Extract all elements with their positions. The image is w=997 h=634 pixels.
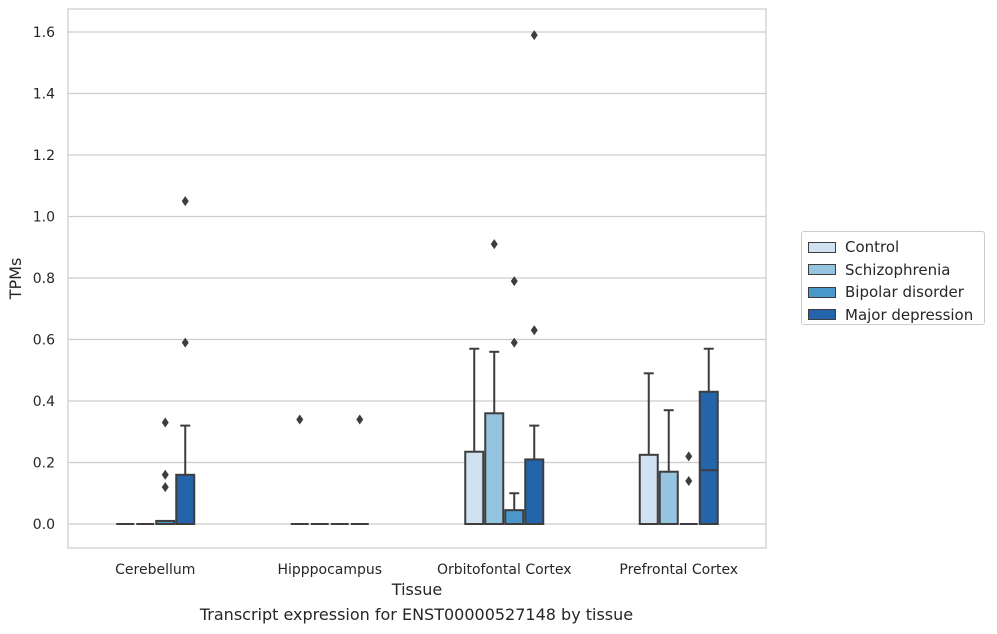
box-iqr [698, 390, 719, 525]
box-bipolar-disorder [679, 451, 698, 525]
x-tick-label: Cerebellum [115, 562, 195, 578]
y-tick-label: 1.2 [33, 148, 55, 164]
box-control [464, 347, 485, 525]
plot-frame [67, 8, 767, 549]
y-tick-labels: 0.0 0.2 0.4 0.6 0.8 1.0 1.2 1.4 1.6 [33, 25, 55, 533]
y-tick-label: 1.6 [33, 25, 55, 41]
outlier-point [685, 451, 693, 462]
outlier-point [685, 475, 693, 486]
box-iqr [658, 470, 679, 526]
y-tick-label: 0.8 [33, 271, 55, 287]
y-tick-label: 1.0 [33, 210, 55, 226]
outlier-point [296, 414, 304, 425]
outlier-point [510, 276, 518, 287]
legend-item: Schizophrenia [808, 259, 984, 282]
outlier-point [530, 30, 538, 41]
y-tick-label: 1.4 [33, 87, 55, 103]
x-tick-label: Orbitofontal Cortex [437, 562, 572, 578]
legend-swatch [808, 241, 836, 253]
x-axis-label: Tissue [391, 580, 442, 599]
legend-label: Schizophrenia [845, 260, 951, 279]
outlier-point [161, 482, 169, 493]
legend-item: Control [808, 236, 984, 259]
box-control [638, 372, 659, 525]
outlier-point [490, 239, 498, 250]
legend-swatch [808, 309, 836, 321]
box-bipolar-disorder [504, 276, 525, 526]
box-iqr [484, 412, 505, 525]
box-major-depression [698, 347, 719, 525]
y-gridlines [68, 31, 766, 525]
box-bipolar-disorder [155, 417, 176, 525]
legend-swatch [808, 286, 836, 298]
y-axis-label: TPMs [6, 258, 25, 301]
outlier-point [161, 417, 169, 428]
box-schizophrenia [658, 409, 679, 526]
outlier-point [181, 196, 189, 207]
legend-item: Major depression [808, 304, 984, 327]
x-tick-label: Hipppocampus [277, 562, 382, 578]
outlier-point [356, 414, 364, 425]
legend-swatch [808, 264, 836, 276]
box-iqr [504, 509, 525, 526]
y-tick-label: 0.2 [33, 456, 55, 472]
legend-label: Major depression [845, 305, 974, 324]
box-major-depression [175, 196, 196, 525]
y-tick-label: 0.4 [33, 394, 55, 410]
box-control [290, 414, 309, 525]
legend-item: Bipolar disorder [808, 281, 984, 304]
box-iqr [464, 450, 485, 525]
outlier-point [161, 469, 169, 480]
x-tick-label: Prefrontal Cortex [619, 562, 738, 578]
legend: Control Schizophrenia Bipolar disorder Majo… [801, 231, 985, 325]
box-iqr [175, 473, 196, 525]
figure-caption: Transcript expression for ENST0000052714… [199, 605, 634, 624]
x-tick-labels: Cerebellum Hipppocampus Orbitofontal Corte… [115, 562, 738, 578]
outlier-point [181, 337, 189, 348]
y-tick-label: 0.6 [33, 333, 55, 349]
box-iqr [524, 458, 545, 525]
outlier-point [530, 325, 538, 336]
outlier-point [510, 337, 518, 348]
legend-label: Bipolar disorder [845, 283, 964, 302]
box-schizophrenia [484, 239, 505, 525]
legend-label: Control [845, 238, 900, 257]
box-major-depression [524, 30, 545, 525]
y-tick-label: 0.0 [33, 517, 55, 533]
box-iqr [638, 453, 659, 525]
box-major-depression [350, 414, 369, 525]
box-series [116, 30, 719, 526]
